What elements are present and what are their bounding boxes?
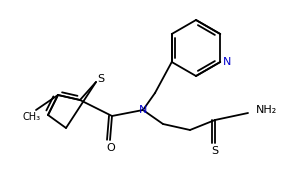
Text: S: S <box>97 74 105 84</box>
Text: N: N <box>223 57 232 67</box>
Text: S: S <box>212 146 218 156</box>
Text: NH₂: NH₂ <box>256 105 277 115</box>
Text: CH₃: CH₃ <box>23 112 41 122</box>
Text: N: N <box>139 105 147 115</box>
Text: O: O <box>107 143 115 153</box>
